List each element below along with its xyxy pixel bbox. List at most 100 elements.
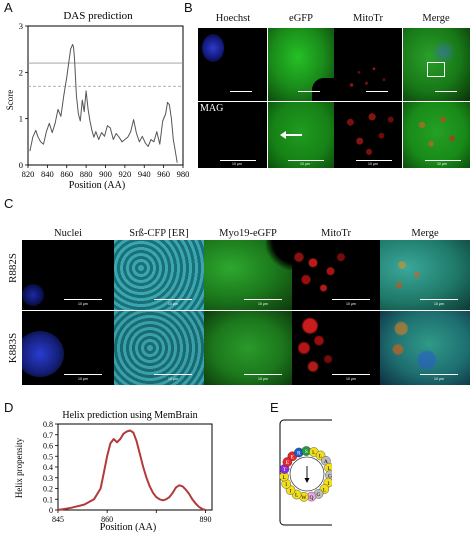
panel-letter-d: D — [4, 400, 14, 415]
x-tick-label: 840 — [41, 169, 54, 179]
scale-bar — [230, 91, 252, 92]
residue-letter: L — [327, 466, 331, 472]
micrograph-myo19-egfp-k883s: 10 μm — [204, 311, 292, 385]
panel-letter-b: B — [184, 0, 193, 15]
magnified-region-box — [427, 62, 445, 77]
x-tick-label: 820 — [22, 169, 35, 179]
arrow-head-icon — [304, 478, 310, 483]
scale-label: 10 μm — [78, 377, 88, 381]
col-label-hoechst: Hoechst — [215, 13, 251, 24]
micrograph-hoechst-mag: MAG 10 μm — [198, 102, 267, 168]
x-tick-label: 940 — [138, 169, 151, 179]
residue-letter: I — [285, 482, 287, 488]
scale-bar — [332, 374, 370, 375]
x-tick-label: 980 — [177, 169, 190, 179]
residue-letter: I — [327, 481, 329, 487]
scale-bar — [220, 160, 256, 161]
y-axis-label: Score — [5, 90, 15, 111]
scale-label: 10 μm — [434, 302, 444, 306]
residue-letter: G — [317, 492, 321, 498]
scale-label: 10 μm — [168, 302, 178, 306]
wheel-circle — [289, 456, 325, 492]
x-tick-label: 860 — [101, 515, 113, 524]
col-label-merge-c: Merge — [411, 228, 439, 239]
residue-letter: L — [323, 487, 327, 493]
micrograph-merge-k883s: 10 μm — [380, 311, 470, 385]
y-tick-label: 2 — [19, 67, 23, 77]
residue-letter: L — [295, 493, 299, 499]
residue-letter: A — [324, 459, 328, 465]
scale-bar — [366, 91, 388, 92]
scale-bar — [288, 160, 324, 161]
micrograph-nuclei-r882s: 10 μm — [22, 240, 114, 310]
panel-letter-e: E — [270, 400, 279, 415]
residue-letter: Q — [309, 495, 313, 501]
x-tick-label: 860 — [60, 169, 73, 179]
y-tick-label: 0 — [19, 160, 23, 170]
micrograph-mitotr-mag: 10 μm — [334, 102, 402, 168]
col-label-myo19-egfp: Myo19-eGFP — [219, 228, 277, 239]
x-tick-label: 890 — [199, 515, 211, 524]
micrograph-sr-cfp-k883s: 10 μm — [114, 311, 204, 385]
y-tick-label: 3 — [19, 21, 23, 31]
scale-label: 10 μm — [232, 162, 242, 166]
residue-letter: L — [312, 450, 316, 456]
micrograph-hoechst — [198, 28, 267, 101]
micrograph-merge-r882s: 10 μm — [380, 240, 470, 310]
scale-label: 10 μm — [346, 377, 356, 381]
mag-label: MAG — [200, 103, 224, 114]
micrograph-merge-mag: 10 μm — [403, 102, 470, 168]
x-tick-label: 920 — [119, 169, 132, 179]
scale-bar — [425, 160, 461, 161]
scale-bar — [420, 299, 458, 300]
col-label-merge: Merge — [422, 13, 450, 24]
scale-bar — [244, 299, 282, 300]
x-tick-label: 960 — [157, 169, 170, 179]
x-tick-label: 845 — [52, 515, 64, 524]
row-label-k883s: K883S — [7, 332, 19, 364]
scale-bar — [298, 91, 320, 92]
y-tick-label: 0.3 — [43, 474, 53, 483]
y-tick-label: 0.5 — [43, 452, 53, 461]
col-label-nuclei: Nuclei — [54, 228, 82, 239]
scale-label: 10 μm — [168, 377, 178, 381]
x-axis-label: Position (AA) — [100, 522, 156, 533]
scale-label: 10 μm — [437, 162, 447, 166]
chart-title: Helix prediction using MemBrain — [62, 410, 197, 421]
y-tick-label: 0.7 — [43, 431, 53, 440]
y-tick-label: 0 — [49, 506, 53, 515]
micrograph-mitotr — [334, 28, 402, 101]
micrograph-sr-cfp-r882s: 10 μm — [114, 240, 204, 310]
scale-bar — [64, 374, 102, 375]
micrograph-mitotr-r882s: 10 μm — [292, 240, 380, 310]
scale-bar — [435, 91, 457, 92]
micrograph-nuclei-k883s: 10 μm — [22, 311, 114, 385]
residue-letter: S — [305, 449, 308, 455]
y-tick-label: 0.2 — [43, 485, 53, 494]
y-tick-label: 0.4 — [43, 463, 53, 472]
micrograph-egfp-mag: 10 μm — [268, 102, 334, 168]
y-axis-label: Helix propensity — [14, 437, 24, 498]
residue-letter: W — [301, 495, 307, 501]
y-tick-label: 0.8 — [43, 420, 53, 429]
residue-letter: L — [319, 454, 323, 460]
series-line — [57, 429, 206, 511]
scale-label: 10 μm — [258, 377, 268, 381]
scale-label: 10 μm — [346, 302, 356, 306]
y-tick-label: 1 — [19, 114, 23, 124]
scale-label: 10 μm — [258, 302, 268, 306]
panel-letter-c: C — [4, 196, 14, 211]
col-label-mitotr-c: MitoTr — [321, 228, 351, 239]
scale-bar — [154, 374, 192, 375]
residue-letter: I — [290, 488, 292, 494]
residue-letter: T — [283, 467, 287, 473]
arrow-icon — [284, 134, 302, 136]
wheel-border — [279, 419, 332, 526]
scale-bar — [420, 374, 458, 375]
das-prediction-chart: DAS prediction Position (AA) Score 820 84… — [5, 10, 190, 191]
scale-bar — [64, 299, 102, 300]
residue-letter: R — [297, 451, 301, 457]
y-tick-label: 0.1 — [43, 495, 53, 504]
scale-label: 10 μm — [300, 162, 310, 166]
